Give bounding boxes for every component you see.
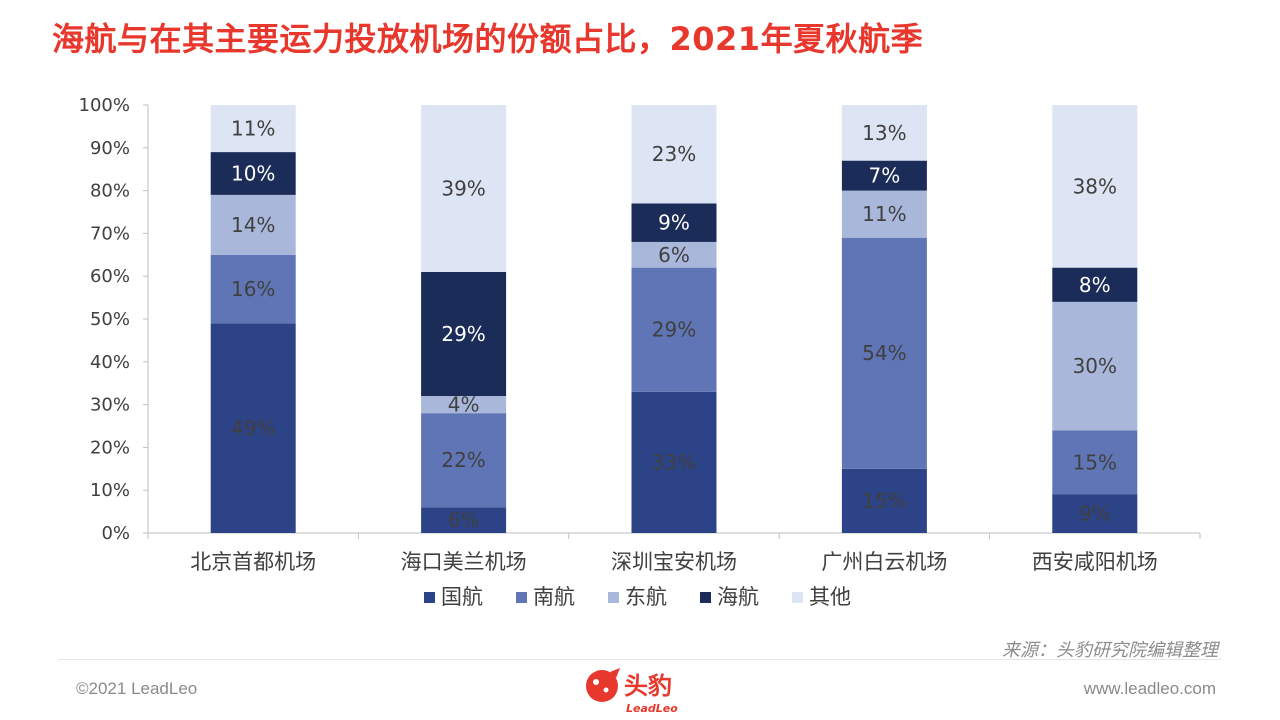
bar-segment	[841, 160, 927, 191]
x-category-label: 西安咸阳机场	[1032, 550, 1158, 574]
legend-swatch	[700, 592, 711, 603]
x-category-label: 海口美兰机场	[401, 550, 527, 574]
copyright-text: ©2021 LeadLeo	[76, 679, 198, 698]
bar-segment	[631, 203, 717, 242]
bar-segment	[841, 105, 927, 161]
bar-segment	[841, 190, 927, 238]
data-label: 6%	[658, 243, 690, 267]
legend-label: 国航	[441, 585, 483, 609]
x-category-label: 广州白云机场	[821, 550, 947, 574]
y-tick-label: 60%	[90, 266, 130, 287]
logo-text: 头豹	[624, 672, 672, 700]
bar-segment	[631, 105, 717, 204]
data-label: 38%	[1073, 174, 1117, 198]
bar-segment	[421, 413, 507, 508]
legend-swatch	[516, 592, 527, 603]
legend-label: 东航	[625, 585, 667, 609]
x-category-label: 北京首都机场	[190, 550, 316, 574]
data-label: 29%	[652, 318, 696, 342]
bar-segment	[210, 105, 296, 153]
data-label: 54%	[862, 341, 906, 365]
data-label: 15%	[1073, 450, 1117, 474]
bar-segment	[421, 105, 507, 272]
stacked-bar-chart: 0% 10% 20% 30% 40% 50% 60% 70% 80% 90% 100% 49% 16% 1…	[79, 95, 1201, 609]
footer-divider	[58, 659, 1222, 660]
data-label: 15%	[862, 489, 906, 513]
bar-segment	[210, 323, 296, 533]
data-label: 49%	[231, 416, 275, 440]
data-label: 11%	[231, 117, 275, 141]
source-note: 来源：头豹研究院编辑整理	[1002, 640, 1218, 661]
bar-segment	[841, 468, 927, 533]
data-label: 23%	[652, 142, 696, 166]
data-label: 11%	[862, 202, 906, 226]
legend-label: 其他	[809, 585, 851, 609]
y-tick-label: 90%	[90, 138, 130, 159]
bar-segment	[1052, 105, 1138, 268]
bar-segment	[210, 254, 296, 324]
bar-segment	[421, 271, 507, 397]
data-label: 29%	[441, 322, 485, 346]
data-label: 39%	[441, 176, 485, 200]
y-tick-label: 100%	[79, 95, 130, 116]
logo-subtext: LeadLeo	[626, 702, 678, 715]
data-label: 9%	[658, 211, 690, 235]
bar-segment	[421, 507, 507, 533]
data-label: 4%	[448, 393, 480, 417]
data-label: 13%	[862, 121, 906, 145]
data-label: 6%	[448, 508, 480, 532]
data-label: 10%	[231, 161, 275, 185]
bar-segment	[1052, 301, 1138, 431]
y-tick-label: 80%	[90, 181, 130, 202]
data-label: 14%	[231, 213, 275, 237]
bar-segment	[631, 267, 717, 392]
y-tick-label: 0%	[101, 523, 130, 544]
legend-label: 南航	[533, 585, 575, 609]
bar-segment	[1052, 430, 1138, 495]
y-tick-label: 20%	[90, 437, 130, 458]
bar-segment	[841, 237, 927, 469]
data-label: 33%	[652, 450, 696, 474]
y-tick-label: 10%	[90, 480, 130, 501]
data-label: 22%	[441, 448, 485, 472]
bar-segment	[421, 396, 507, 414]
legend-swatch	[424, 592, 435, 603]
legend-swatch	[608, 592, 619, 603]
bar-segment	[1052, 267, 1138, 302]
bar-segment	[1052, 494, 1138, 533]
leopard-icon	[586, 668, 620, 702]
y-tick-label: 50%	[90, 309, 130, 330]
chart-title: 海航与在其主要运力投放机场的份额占比，2021年夏秋航季	[52, 20, 924, 58]
data-label: 16%	[231, 277, 275, 301]
y-tick-label: 30%	[90, 395, 130, 416]
legend-swatch	[792, 592, 803, 603]
bar-segment	[631, 241, 717, 268]
leadleo-logo: 头豹 LeadLeo	[586, 668, 678, 715]
data-label: 9%	[1079, 502, 1111, 526]
bar-segment	[210, 152, 296, 195]
data-label: 8%	[1079, 273, 1111, 297]
bar-segment	[631, 391, 717, 533]
legend-label: 海航	[717, 585, 759, 609]
website-link[interactable]: www.leadleo.com	[1083, 679, 1216, 698]
y-tick-label: 40%	[90, 352, 130, 373]
bar-segment	[210, 194, 296, 255]
data-label: 7%	[869, 164, 901, 188]
data-label: 30%	[1073, 354, 1117, 378]
x-category-label: 深圳宝安机场	[611, 550, 737, 574]
y-tick-label: 70%	[90, 223, 130, 244]
